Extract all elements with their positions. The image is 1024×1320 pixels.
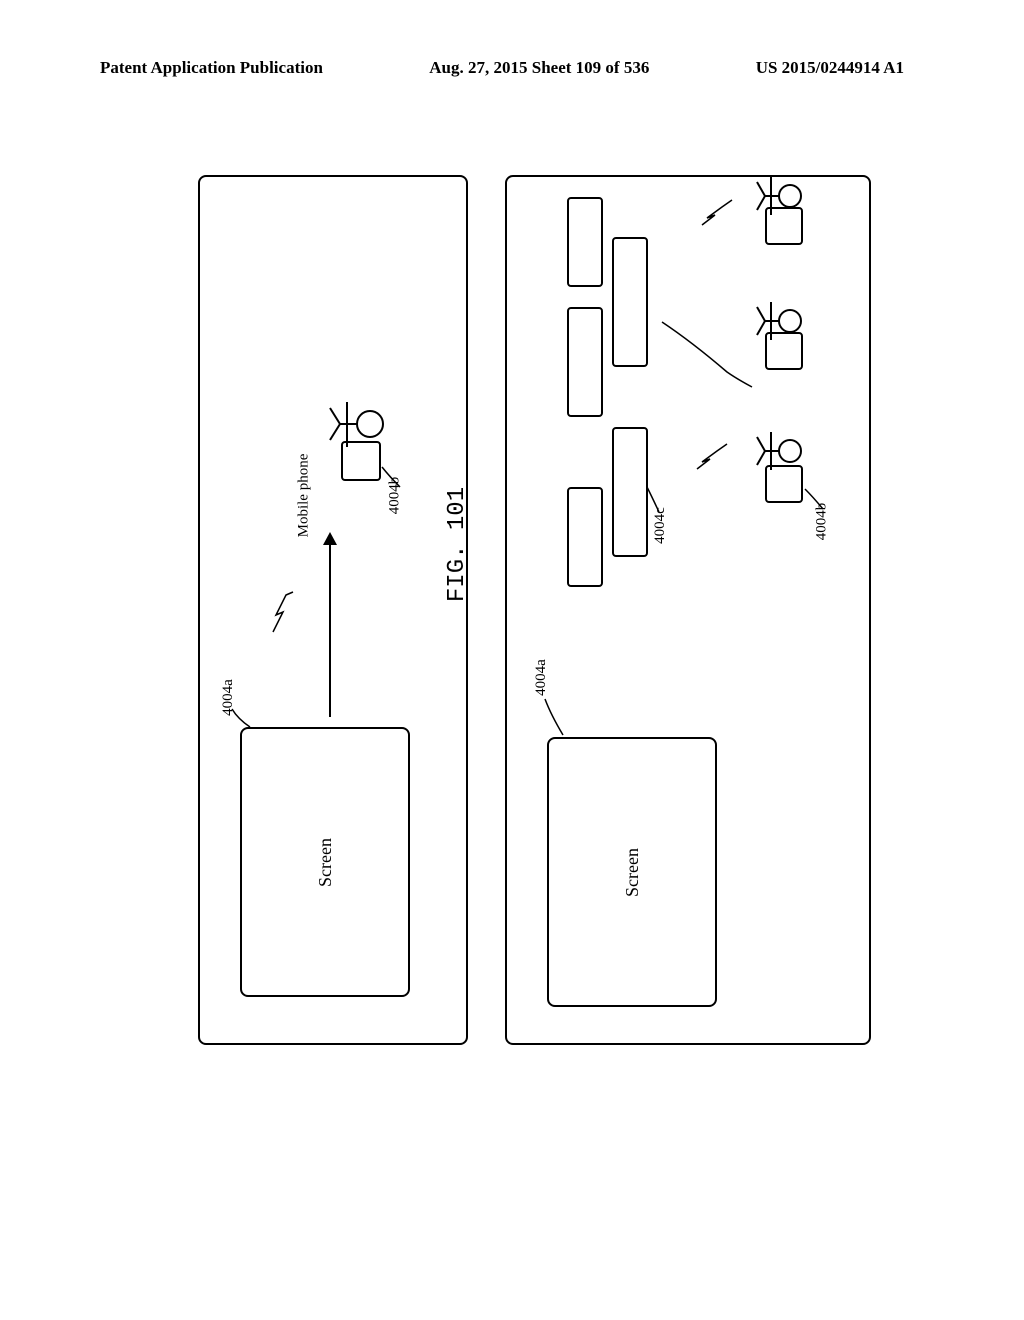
person-1 bbox=[755, 397, 825, 477]
leader-4004a-top bbox=[230, 707, 260, 737]
panel-bottom: Screen 4004a 4004c bbox=[505, 175, 871, 1045]
panel-rect-5 bbox=[567, 197, 603, 287]
signal-p3 bbox=[697, 195, 752, 235]
panel-rect-1 bbox=[567, 487, 603, 587]
signal-p2 bbox=[657, 317, 757, 397]
ref-4004a-bottom: 4004a bbox=[533, 659, 550, 696]
header-center: Aug. 27, 2015 Sheet 109 of 536 bbox=[429, 58, 649, 78]
panel-rect-3 bbox=[567, 307, 603, 417]
panel-top: Screen 4004a Mobile phone bbox=[198, 175, 468, 1045]
panel-rect-2 bbox=[612, 427, 648, 557]
person-2 bbox=[755, 267, 825, 347]
person-top bbox=[330, 362, 410, 452]
signal-p1 bbox=[692, 439, 752, 479]
mobile-phone-label: Mobile phone bbox=[295, 454, 312, 538]
figure-container: FIG. 101 Screen 4004a Mobile phone bbox=[130, 175, 870, 1115]
header-right: US 2015/0244914 A1 bbox=[756, 58, 904, 78]
leader-4004b-bottom bbox=[805, 489, 835, 515]
leader-4004b-top bbox=[382, 467, 412, 497]
person-3 bbox=[755, 142, 825, 222]
screen-top: Screen bbox=[240, 727, 410, 997]
screen-label-bottom: Screen bbox=[621, 848, 642, 897]
leader-4004c bbox=[647, 487, 667, 517]
signal-top bbox=[268, 587, 308, 637]
screen-label-top: Screen bbox=[314, 838, 335, 887]
page-header: Patent Application Publication Aug. 27, … bbox=[0, 58, 1024, 78]
panel-rect-4 bbox=[612, 237, 648, 367]
screen-bottom: Screen bbox=[547, 737, 717, 1007]
header-left: Patent Application Publication bbox=[100, 58, 323, 78]
leader-4004a-bottom bbox=[543, 697, 573, 737]
